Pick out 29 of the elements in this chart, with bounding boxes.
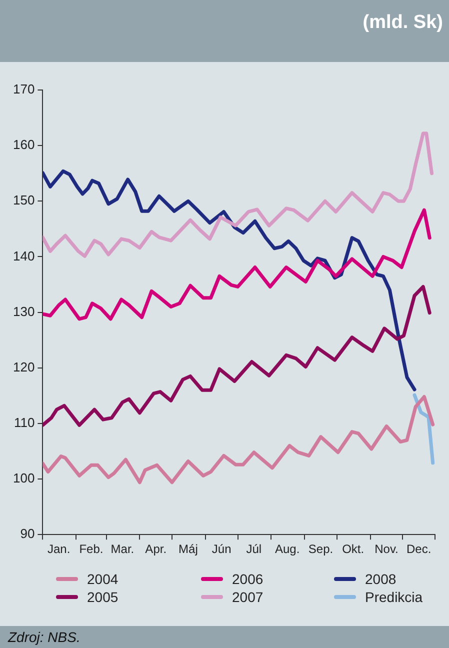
legend-label: 2008 <box>365 571 396 587</box>
x-tick-label: Júl <box>246 542 262 556</box>
y-tick-label: 160 <box>12 137 35 152</box>
x-tick-label: Máj <box>178 542 198 556</box>
y-tick-label: 110 <box>14 415 35 430</box>
x-tick-label: Jan. <box>48 542 70 556</box>
text: Zdroj: NBS. <box>8 629 80 645</box>
x-tick-label: Mar. <box>110 542 134 556</box>
x-tick-label: Okt. <box>342 542 364 556</box>
legend-label: 2004 <box>87 571 118 587</box>
y-tick-label: 130 <box>12 304 35 319</box>
x-tick-label: Sep. <box>308 542 334 556</box>
legend-label: 2007 <box>232 589 264 605</box>
x-tick-label: Apr. <box>145 542 167 556</box>
chart-subtitle: (mld. Sk) <box>362 12 443 34</box>
y-tick-label: 140 <box>12 248 35 264</box>
x-tick-label: Feb. <box>79 542 104 556</box>
legend-label: 2006 <box>232 571 264 587</box>
y-tick-label: 100 <box>12 470 35 486</box>
x-tick-label: Nov. <box>374 542 398 556</box>
legend-label: 2005 <box>87 589 118 605</box>
legend-label: Predikcia <box>365 589 423 605</box>
y-tick-label: 120 <box>12 359 35 374</box>
x-tick-label: Aug. <box>275 542 300 556</box>
y-tick-label: 90 <box>20 526 35 542</box>
y-tick-label: 150 <box>12 192 35 208</box>
y-tick-label: 170 <box>12 82 35 97</box>
x-tick-label: Dec. <box>406 542 432 556</box>
x-tick-label: Jún <box>212 542 232 556</box>
